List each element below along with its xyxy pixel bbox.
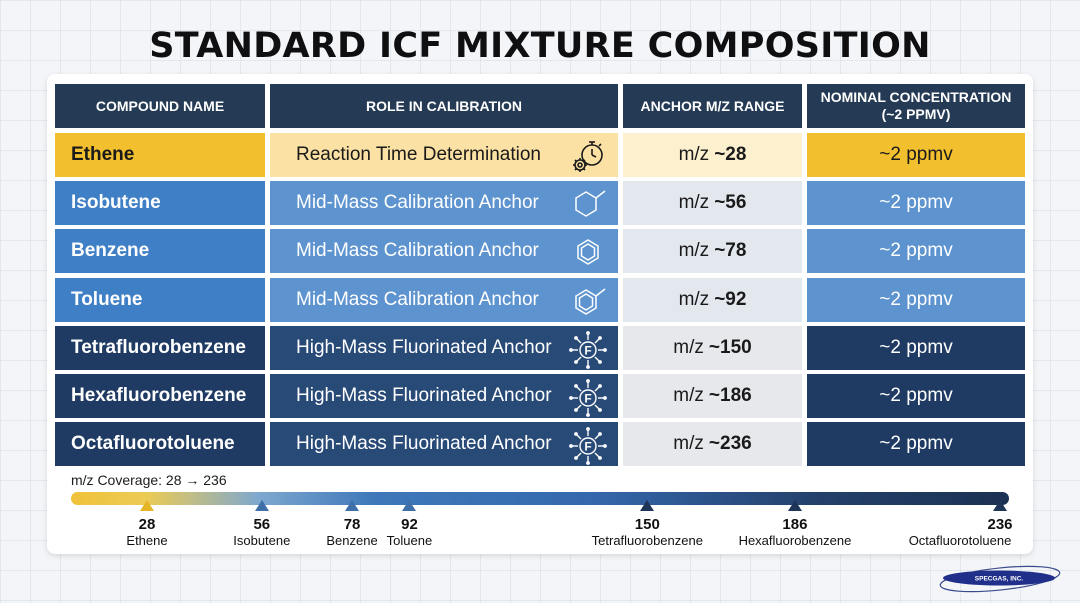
coverage-tick-value: 186 bbox=[782, 516, 808, 533]
column-header: COMPOUND NAME bbox=[55, 84, 265, 128]
mz-value: ~78 bbox=[714, 240, 747, 261]
logo-text: SPECGAS, INC. bbox=[975, 576, 1024, 583]
anchor-mz-cell: m/z ~28 bbox=[623, 133, 802, 177]
concentration-cell: ~2 ppmv bbox=[807, 374, 1025, 418]
compound-name-cell: Toluene bbox=[55, 278, 265, 322]
concentration-cell: ~2 ppmv bbox=[807, 278, 1025, 322]
compound-name-cell: Isobutene bbox=[55, 181, 265, 225]
coverage-tick-compound: Octafluorotoluene bbox=[908, 533, 1012, 548]
anchor-mz-cell: m/z ~78 bbox=[623, 229, 802, 273]
coverage-tick-compound: Ethene bbox=[126, 533, 168, 548]
mz-prefix: m/z bbox=[678, 289, 710, 310]
anchor-mz-cell: m/z ~236 bbox=[623, 422, 802, 466]
coverage-marker bbox=[993, 500, 1007, 511]
mz-value: ~186 bbox=[708, 385, 752, 406]
mz-prefix: m/z bbox=[673, 385, 704, 406]
alkene-structure-icon bbox=[568, 185, 608, 225]
role-label: High-Mass Fluorinated Anchor bbox=[296, 433, 552, 454]
coverage-tick-compound: Isobutene bbox=[233, 533, 291, 548]
compound-name-cell: Octafluorotoluene bbox=[55, 422, 265, 466]
coverage-tick-value: 236 bbox=[987, 516, 1013, 533]
coverage-gradient-bar bbox=[71, 492, 1009, 505]
mz-prefix: m/z bbox=[678, 240, 710, 261]
coverage-tick-compound: Benzene bbox=[326, 533, 378, 548]
svg-text:F: F bbox=[584, 344, 591, 358]
concentration-cell: ~2 ppmv bbox=[807, 181, 1025, 225]
role-label: Mid-Mass Calibration Anchor bbox=[296, 192, 539, 213]
role-cell: Reaction Time Determination bbox=[270, 133, 618, 177]
concentration-cell: ~2 ppmv bbox=[807, 326, 1025, 370]
column-header: NOMINAL CONCENTRATION (~2 PPMV) bbox=[807, 84, 1025, 128]
role-label: Mid-Mass Calibration Anchor bbox=[296, 240, 539, 261]
compound-name-cell: Hexafluorobenzene bbox=[55, 374, 265, 418]
anchor-mz-cell: m/z ~186 bbox=[623, 374, 802, 418]
fluorine-burst-icon: F bbox=[568, 330, 608, 370]
compound-name-cell: Ethene bbox=[55, 133, 265, 177]
coverage-marker bbox=[640, 500, 655, 511]
concentration-cell: ~2 ppmv bbox=[807, 229, 1025, 273]
column-header: ANCHOR M/Z RANGE bbox=[623, 84, 802, 128]
role-cell: Mid-Mass Calibration Anchor bbox=[270, 229, 618, 273]
role-label: Mid-Mass Calibration Anchor bbox=[296, 289, 539, 310]
compound-name-cell: Benzene bbox=[55, 229, 265, 273]
mz-prefix: m/z bbox=[678, 144, 710, 165]
role-label: High-Mass Fluorinated Anchor bbox=[296, 385, 552, 406]
coverage-tick-compound: Toluene bbox=[386, 533, 433, 548]
coverage-marker bbox=[254, 500, 269, 511]
mz-value: ~236 bbox=[708, 433, 752, 454]
mz-value: ~92 bbox=[714, 289, 747, 310]
coverage-marker bbox=[345, 500, 360, 511]
concentration-cell: ~2 ppmv bbox=[807, 133, 1025, 177]
specgas-logo: SPECGAS, INC. bbox=[939, 565, 1061, 593]
role-cell: Mid-Mass Calibration Anchor bbox=[270, 278, 618, 322]
mz-prefix: m/z bbox=[678, 192, 710, 213]
column-header: ROLE IN CALIBRATION bbox=[270, 84, 618, 128]
mz-value: ~150 bbox=[708, 337, 752, 358]
mz-value: ~56 bbox=[714, 192, 747, 213]
role-cell: High-Mass Fluorinated Anchor F bbox=[270, 326, 618, 370]
coverage-label: m/z Coverage: 28 → 236 bbox=[71, 472, 227, 488]
coverage-marker bbox=[402, 500, 417, 511]
benzene-ring-icon bbox=[568, 233, 608, 273]
concentration-cell: ~2 ppmv bbox=[807, 422, 1025, 466]
toluene-ring-icon bbox=[568, 282, 608, 322]
svg-text:F: F bbox=[584, 392, 591, 406]
page-title: STANDARD ICF MIXTURE COMPOSITION bbox=[149, 26, 931, 66]
compound-name-cell: Tetrafluorobenzene bbox=[55, 326, 265, 370]
role-label: Reaction Time Determination bbox=[296, 144, 541, 165]
anchor-mz-cell: m/z ~56 bbox=[623, 181, 802, 225]
mz-value: ~28 bbox=[714, 144, 747, 165]
mz-prefix: m/z bbox=[673, 337, 704, 358]
svg-text:F: F bbox=[584, 440, 591, 454]
coverage-marker bbox=[787, 500, 802, 511]
coverage-tick-value: 78 bbox=[343, 516, 361, 533]
coverage-tick-compound: Hexafluorobenzene bbox=[738, 533, 852, 548]
anchor-mz-cell: m/z ~150 bbox=[623, 326, 802, 370]
coverage-marker bbox=[140, 500, 154, 511]
role-cell: High-Mass Fluorinated Anchor F bbox=[270, 422, 618, 466]
coverage-tick-value: 92 bbox=[401, 516, 418, 533]
role-label: High-Mass Fluorinated Anchor bbox=[296, 337, 552, 358]
coverage-tick-value: 150 bbox=[634, 516, 660, 533]
mz-prefix: m/z bbox=[673, 433, 704, 454]
coverage-tick-value: 56 bbox=[253, 516, 271, 533]
role-cell: Mid-Mass Calibration Anchor bbox=[270, 181, 618, 225]
fluorine-burst-icon: F bbox=[568, 426, 608, 466]
anchor-mz-cell: m/z ~92 bbox=[623, 278, 802, 322]
coverage-tick-value: 28 bbox=[138, 516, 156, 533]
fluorine-burst-icon: F bbox=[568, 378, 608, 418]
stopwatch-gear-icon bbox=[568, 137, 608, 177]
role-cell: High-Mass Fluorinated Anchor F bbox=[270, 374, 618, 418]
coverage-tick-compound: Tetrafluorobenzene bbox=[591, 533, 703, 548]
